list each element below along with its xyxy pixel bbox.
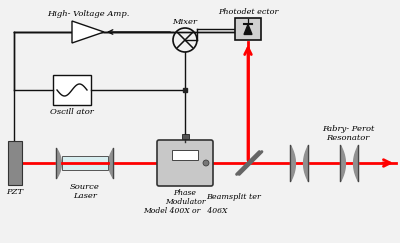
Text: Source
Laser: Source Laser <box>70 183 100 200</box>
Bar <box>62 156 108 170</box>
Text: High- Voltage Amp.: High- Voltage Amp. <box>47 10 129 18</box>
Text: Beamsplit ter: Beamsplit ter <box>206 193 262 201</box>
Bar <box>172 150 198 160</box>
Circle shape <box>203 160 209 166</box>
Text: Mixer: Mixer <box>172 18 198 26</box>
Polygon shape <box>72 21 104 43</box>
Text: Oscill ator: Oscill ator <box>50 108 94 116</box>
Text: Photodet ector: Photodet ector <box>218 8 278 16</box>
Text: Fabry- Perot
Resonator: Fabry- Perot Resonator <box>322 125 374 142</box>
Bar <box>182 134 188 139</box>
Bar <box>53 75 91 105</box>
Text: Phase
Modulator
Model 400X or   406X: Phase Modulator Model 400X or 406X <box>143 189 227 215</box>
Bar <box>8 141 22 185</box>
FancyBboxPatch shape <box>157 140 213 186</box>
Polygon shape <box>244 25 252 35</box>
Bar <box>235 18 261 40</box>
Text: PZT: PZT <box>6 188 24 196</box>
